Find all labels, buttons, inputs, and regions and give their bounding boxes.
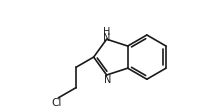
Text: H: H	[102, 27, 110, 37]
Text: N: N	[102, 33, 110, 43]
Text: Cl: Cl	[51, 98, 62, 108]
Text: N: N	[103, 75, 110, 85]
